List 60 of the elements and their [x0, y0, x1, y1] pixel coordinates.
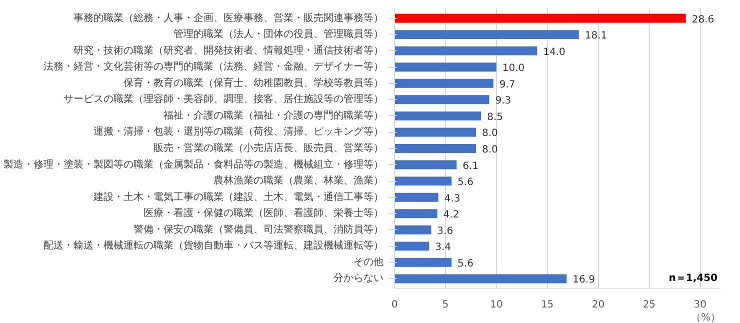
bar	[394, 274, 567, 284]
annotation: n＝1,450	[668, 273, 718, 284]
y-tick-label: 配送・輸送・機械運転の職業（貨物自動車・バス等運転、建設機械運転等）	[44, 240, 384, 252]
x-tick-label: 5	[442, 300, 449, 310]
y-tick-label: 運搬・清掃・包装・選別等の職業（荷役、清掃、ピッキング等）	[94, 126, 384, 138]
x-tick-label: 30	[694, 300, 706, 310]
y-tick-label: その他	[354, 256, 384, 268]
bar	[394, 192, 438, 202]
bar	[394, 144, 476, 153]
data-label: 5.6	[458, 258, 474, 270]
data-label: 18.1	[584, 30, 608, 42]
bar	[394, 111, 482, 120]
y-tick-label: 事務的職業（総務・人事・企画、医療事務、営業・販売関連事務等）	[74, 12, 384, 24]
bar	[394, 258, 452, 267]
y-tick-label: サービスの職業（理容師・美容師、調理、接客、居住施設等の管理等）	[64, 93, 384, 106]
y-tick-label: 製造・修理・塗装・製図等の職業（金属製品・食料品等の製造、機械組立・修理等）	[4, 158, 384, 170]
data-label: 10.0	[502, 63, 525, 74]
data-label: 8.0	[482, 144, 498, 156]
y-tick-label: 福祉・介護の職業（福祉・介護の専門的職業等）	[164, 109, 384, 122]
x-tick-label: 25	[642, 300, 656, 310]
data-label: 3.4	[435, 242, 452, 254]
bar	[394, 242, 430, 251]
y-tick-label: 農林漁業の職業（農業、林業、漁業）	[214, 174, 384, 187]
bar	[394, 225, 432, 234]
data-label: 6.1	[462, 160, 479, 172]
data-label: 14.0	[543, 46, 566, 58]
data-label: 8.0	[482, 128, 498, 140]
bar	[394, 209, 438, 218]
bar	[394, 62, 496, 72]
bar	[394, 128, 476, 137]
bar	[394, 14, 686, 23]
data-label: 9.3	[495, 96, 512, 107]
bar	[394, 46, 538, 56]
data-label: 16.9	[572, 274, 595, 286]
data-label: 5.6	[458, 177, 474, 188]
y-tick-label: 医療・看護・保健の職業（医師、看護師、栄養士等）	[144, 207, 384, 220]
y-tick-label: 法務・経営・文化芸術等の専門的職業（法務、経営・金融、デザイナー等）	[44, 60, 384, 73]
data-label: 8.5	[487, 112, 503, 123]
data-label: 4.3	[444, 193, 460, 204]
data-label: 4.2	[443, 210, 460, 221]
y-tick-label: 販売・営業の職業（小売店店長、販売員、営業等）	[154, 142, 384, 154]
y-tick-label: 建設・土木・電気工事の職業（建設、土木、電気・通信工事等）	[92, 190, 384, 203]
x-tick-label: 0	[391, 300, 398, 310]
y-tick-label: 分からない	[334, 272, 384, 284]
x-axis-title: （%）	[691, 312, 721, 323]
y-tick-label: 管理的職業（法人・団体の役員、管理職員等）	[174, 28, 384, 40]
bar	[394, 160, 457, 170]
bar	[394, 176, 452, 186]
data-label: 28.6	[692, 14, 714, 26]
bar	[394, 78, 494, 88]
data-label: 9.7	[499, 79, 516, 90]
bar	[394, 30, 579, 40]
y-tick-label: 研究・技術の職業（研究者、開発技術者、情報処理・通信技術者等）	[74, 44, 384, 56]
x-tick-label: 15	[540, 300, 554, 310]
y-tick-label: 警備・保安の職業（警備員、司法警察職員、消防員等）	[134, 223, 384, 236]
bar	[394, 95, 490, 104]
data-label: 3.6	[437, 226, 454, 237]
y-tick-label: 保育・教育の職業（保育士、幼稚園教員、学校等教員等）	[124, 76, 384, 89]
x-tick-label: 10	[490, 300, 503, 310]
x-tick-label: 20	[592, 300, 605, 310]
